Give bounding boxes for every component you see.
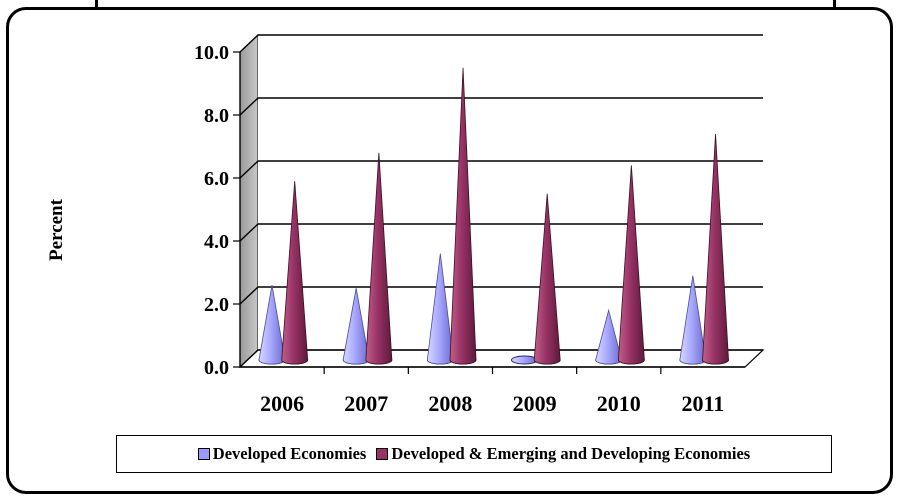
legend-swatch-series-2 (376, 448, 389, 460)
cone-developed-2006 (258, 285, 286, 365)
marks-layer (258, 67, 729, 365)
legend-label-series-2: Developed & Emerging and Developing Econ… (391, 444, 751, 463)
cone-developed-emerging-2011 (702, 133, 729, 365)
y-tick-label: 6.0 (204, 168, 229, 190)
gridline (239, 160, 763, 179)
y-tick-label: 0.0 (204, 357, 229, 379)
y-tick-label: 4.0 (204, 231, 229, 253)
cone-developed-emerging-2008 (449, 67, 477, 365)
cone-developed-emerging-2010 (617, 165, 645, 365)
x-tick-label: 2008 (428, 391, 472, 416)
y-tick-label: 10.0 (194, 42, 229, 64)
x-tick-label: 2006 (260, 391, 304, 416)
x-tick-label: 2007 (344, 391, 388, 416)
gridline (239, 223, 763, 242)
axes-layer (233, 33, 765, 374)
gridline (239, 34, 763, 53)
legend-label-series-1: Developed Economies (212, 444, 367, 463)
legend: Developed Economies Developed & Emerging… (116, 435, 832, 473)
y-tick-label: 2.0 (204, 294, 229, 316)
cone-developed-2009 (510, 355, 538, 365)
x-tick-label: 2010 (597, 391, 641, 416)
side-wall (239, 33, 259, 369)
gridline (239, 349, 763, 368)
y-axis-title: Percent (46, 198, 67, 261)
y-tick-label: 8.0 (204, 105, 229, 127)
gridline (239, 286, 763, 305)
labels-layer: Percent 0.0 2.0 4.0 6.0 8.0 10.0 2006 2007 2008 2… (46, 42, 724, 416)
x-tick-label: 2009 (513, 391, 557, 416)
legend-item-series-2: Developed & Emerging and Developing Econ… (376, 444, 750, 464)
gridline (239, 97, 763, 116)
cone-developed-emerging-2007 (365, 152, 393, 365)
back-wall (258, 35, 763, 350)
cone-developed-emerging-2009 (533, 193, 561, 365)
x-tick-label: 2011 (682, 391, 725, 416)
legend-swatch-series-1 (197, 448, 210, 460)
cone-developed-emerging-2006 (281, 181, 309, 365)
cone-developed-2010 (595, 308, 623, 365)
legend-item-series-1: Developed Economies (197, 444, 367, 464)
